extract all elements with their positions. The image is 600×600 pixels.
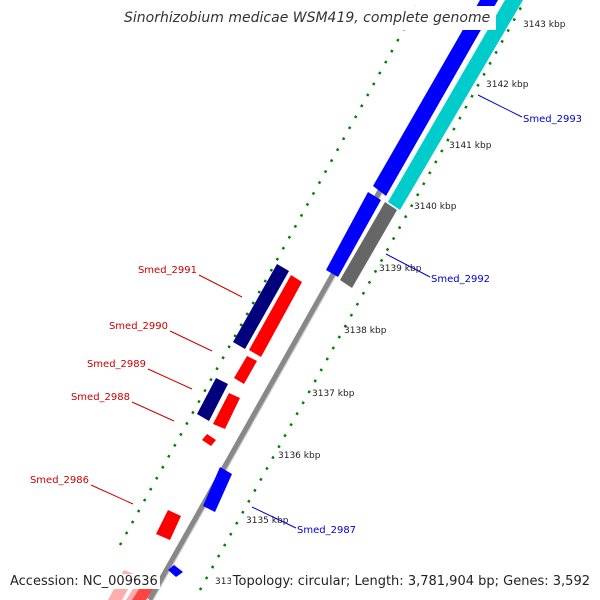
leader-smed-2991 — [198, 274, 243, 298]
gene-label-smed-2987[interactable]: Smed_2987 — [297, 525, 356, 536]
gene-label-smed-2991[interactable]: Smed_2991 — [138, 265, 197, 276]
separator-2: ; — [494, 574, 500, 589]
gene-label-smed-2986[interactable]: Smed_2986 — [30, 475, 89, 486]
topology-label: Topology: — [232, 574, 294, 589]
cds-small-blue — [168, 565, 183, 577]
tick-label-3139: 3139 kbp — [379, 264, 422, 274]
cds-smed-2989-dark — [197, 378, 228, 421]
tick-label-3143: 3143 kbp — [523, 20, 566, 30]
cds-smed-2991-dark — [233, 264, 289, 349]
genes-value: 3,592 — [552, 574, 590, 589]
leader-smed-2992 — [385, 253, 431, 278]
accession-value: NC_009636 — [82, 574, 158, 589]
topology-value: circular — [297, 574, 346, 589]
cds-smed-2990 — [249, 275, 302, 357]
tick-label-3137: 3137 kbp — [312, 389, 355, 399]
cds-blue-large — [373, 0, 498, 196]
tick-label-3135: 3135 kbp — [246, 516, 289, 526]
gene-label-smed-2989[interactable]: Smed_2989 — [87, 359, 146, 370]
leader-smed-2990 — [169, 330, 213, 352]
cds-small-red — [202, 434, 216, 446]
cds-smed-2986 — [156, 510, 181, 540]
leader-smed-2987 — [251, 506, 297, 529]
leader-smed-2986 — [90, 484, 134, 505]
cds-smed-2988 — [213, 393, 240, 429]
accession-label: Accession: — [10, 574, 79, 589]
genes-label: Genes: — [503, 574, 549, 589]
gene-label-smed-2992[interactable]: Smed_2992 — [431, 274, 490, 285]
leader-smed-2988 — [131, 401, 175, 422]
gene-label-smed-2993[interactable]: Smed_2993 — [523, 114, 582, 125]
leader-smed-2989 — [147, 368, 193, 390]
footer-summary: Topology: circular; Length: 3,781,904 bp… — [230, 574, 592, 589]
tick-track-outer — [198, 0, 527, 591]
separator-1: ; — [345, 574, 351, 589]
length-value: 3,781,904 bp — [407, 574, 495, 589]
feature-smed-2992-grey — [340, 202, 397, 288]
map-title: Sinorhizobium medicae WSM419, complete g… — [124, 10, 491, 26]
tick-label-3142: 3142 kbp — [486, 80, 529, 90]
cds-smed-2992-blue — [326, 192, 381, 277]
cds-smed-2989 — [234, 356, 257, 384]
tick-label-3138: 3138 kbp — [344, 326, 387, 336]
cds-smed-2987 — [203, 467, 232, 512]
length-label: Length: — [354, 574, 404, 589]
gene-label-smed-2990[interactable]: Smed_2990 — [109, 321, 168, 332]
footer-accession: Accession: NC_009636 — [8, 574, 160, 589]
feature-smed-2993-cyan — [388, 0, 523, 210]
gene-label-smed-2988[interactable]: Smed_2988 — [71, 392, 130, 403]
leader-smed-2993 — [477, 94, 523, 118]
tick-label-3141: 3141 kbp — [449, 141, 492, 151]
tick-label-3140: 3140 kbp — [414, 202, 457, 212]
map-title-box: Sinorhizobium medicae WSM419, complete g… — [118, 6, 497, 30]
tick-label-3136: 3136 kbp — [278, 451, 321, 461]
